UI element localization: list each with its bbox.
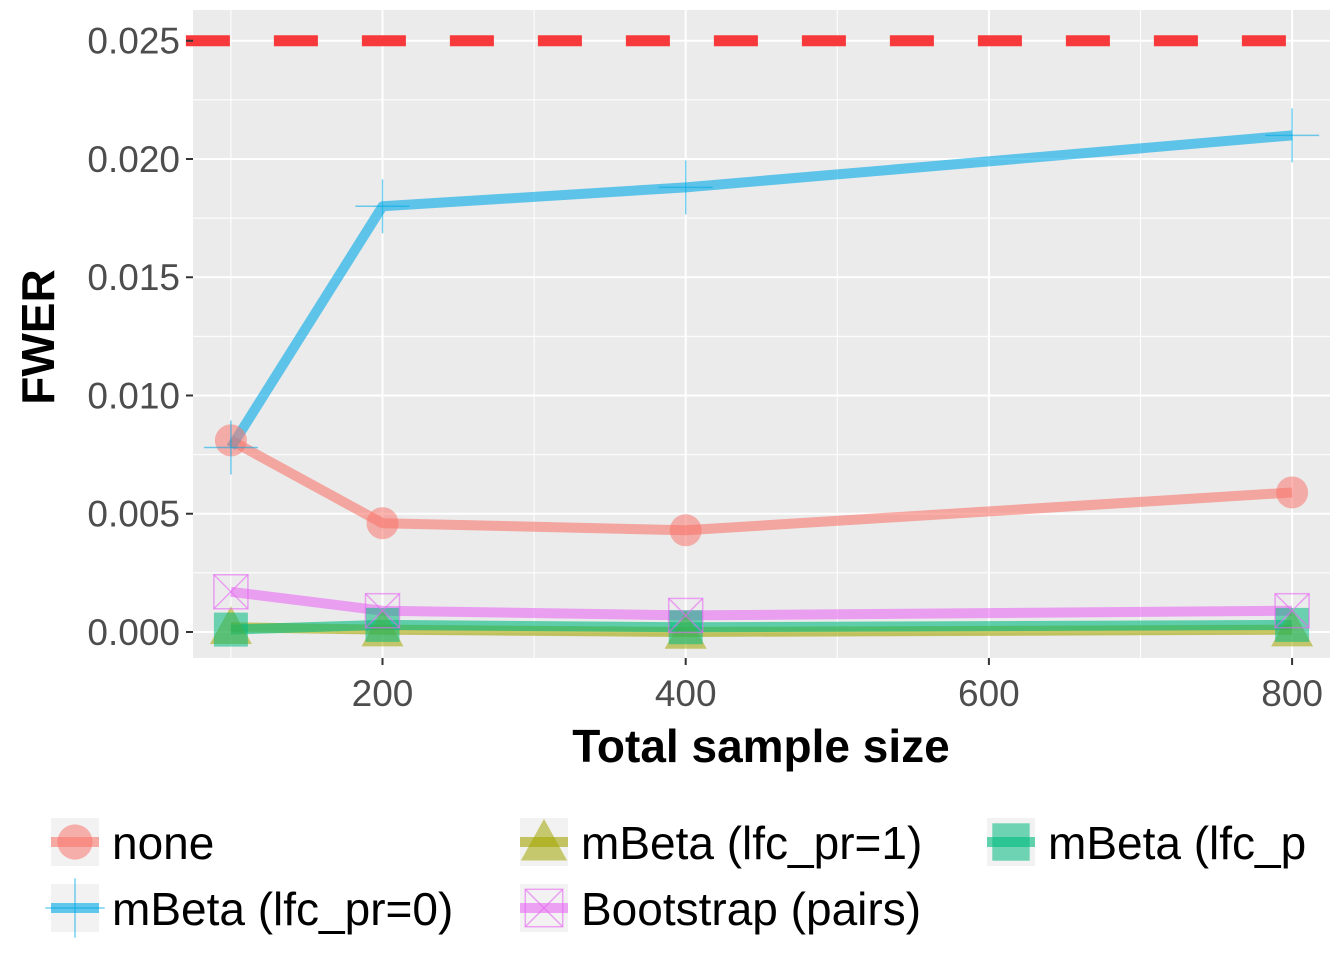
data-point (364, 592, 401, 629)
legend-item: Bootstrap (pairs) (520, 883, 921, 935)
legend-item: none (51, 817, 214, 869)
data-point (658, 160, 713, 215)
x-axis: 200 400 600 800 (352, 658, 1323, 714)
data-point (355, 179, 410, 234)
y-tick-label: 0.020 (87, 139, 180, 180)
data-point (1265, 108, 1320, 163)
data-point (1274, 592, 1310, 629)
data-point (1275, 607, 1310, 642)
data-point (366, 507, 399, 540)
legend-label: mBeta (lfc_pr=0) (112, 883, 453, 935)
legend-key-marker (524, 888, 564, 928)
y-tick-label: 0.010 (87, 375, 180, 416)
y-tick-label: 0.015 (87, 257, 180, 298)
y-axis: 0.000 0.005 0.010 0.015 0.020 0.025 (87, 21, 193, 653)
data-point (213, 612, 248, 647)
x-tick-label: 600 (958, 673, 1020, 714)
legend-key-marker (57, 824, 93, 860)
legend-label: Bootstrap (pairs) (581, 883, 921, 935)
data-point (1276, 476, 1309, 509)
legend-key-marker (992, 823, 1030, 861)
series-points (203, 108, 1320, 649)
series-line (226, 130, 1293, 451)
x-tick-label: 200 (352, 673, 414, 714)
series-line (228, 436, 1293, 536)
legend-key-marker (45, 878, 105, 938)
series-lines (226, 130, 1293, 637)
y-tick-label: 0.005 (87, 494, 180, 535)
x-tick-label: 400 (655, 673, 717, 714)
series-line (230, 619, 1293, 635)
legend-item: mBeta (lfc_p (987, 817, 1306, 869)
legend-item: mBeta (lfc_pr=0) (45, 878, 453, 938)
legend-label: mBeta (lfc_p (1048, 817, 1306, 869)
legend-label: mBeta (lfc_pr=1) (581, 817, 922, 869)
data-point (365, 607, 400, 642)
y-tick-label: 0.025 (87, 21, 180, 62)
legend: none mBeta (lfc_pr=0) mBeta (lfc_pr=1) Boot… (45, 817, 1306, 938)
data-point (203, 420, 258, 475)
x-tick-label: 800 (1261, 673, 1323, 714)
panel-background (193, 10, 1330, 658)
y-axis-title: FWER (12, 269, 64, 404)
data-point (669, 514, 702, 547)
legend-item: mBeta (lfc_pr=1) (520, 817, 922, 869)
data-point (667, 597, 704, 634)
legend-label: none (112, 817, 214, 869)
y-tick-label: 0.000 (87, 612, 180, 653)
series-line (230, 586, 1293, 621)
x-axis-title: Total sample size (572, 720, 950, 772)
legend-key-marker (520, 818, 568, 861)
data-point (213, 574, 249, 610)
